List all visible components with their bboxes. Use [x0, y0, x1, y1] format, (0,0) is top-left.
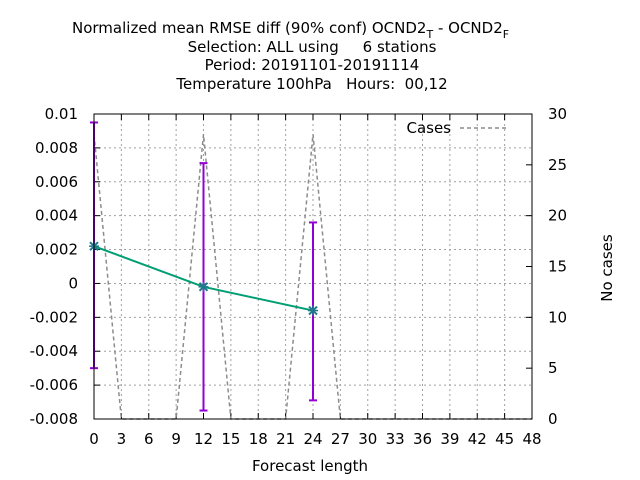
data-point	[198, 281, 209, 292]
y-axis-ticks: 0.01 0.008 0.006 0.004 0.002 0 -0.002 -0.004 -0.…	[30, 105, 100, 428]
x-tick-label: 33	[386, 430, 405, 448]
y-tick-label: 0.002	[35, 241, 78, 259]
y2-tick-label: 0	[548, 410, 558, 428]
x-axis-title: Forecast length	[252, 457, 368, 475]
y2-axis-ticks: 30 25 20 15 10 5 0	[526, 105, 567, 428]
plot-frame	[93, 113, 533, 420]
title-line-3: Period: 20191101-20191114	[205, 56, 420, 74]
x-tick-label: 0	[89, 430, 99, 448]
y-tick-label: 0.01	[45, 105, 78, 123]
title-line-1: Normalized mean RMSE diff (90% conf) OCN…	[72, 19, 509, 41]
y2-tick-label: 30	[548, 105, 567, 123]
error-bars	[90, 121, 317, 412]
y-tick-label: 0.004	[35, 207, 78, 225]
y-tick-label: 0.006	[35, 173, 78, 191]
y2-tick-label: 15	[548, 258, 567, 276]
y-tick-label: 0	[68, 274, 78, 292]
x-tick-label: 3	[117, 430, 127, 448]
y-tick-label: 0.008	[35, 139, 78, 157]
y-tick-label: -0.004	[30, 342, 78, 360]
title-line-2: Selection: ALL using 6 stations	[188, 38, 437, 56]
title-line-4: Temperature 100hPa Hours: 00,12	[175, 75, 447, 93]
x-tick-label: 15	[221, 430, 240, 448]
x-tick-label: 45	[495, 430, 514, 448]
x-tick-label: 36	[413, 430, 432, 448]
x-tick-label: 39	[440, 430, 459, 448]
data-point	[308, 305, 318, 316]
x-tick-label: 21	[276, 430, 295, 448]
x-tick-label: 42	[468, 430, 487, 448]
legend-label: Cases	[406, 119, 451, 137]
x-tick-label: 27	[331, 430, 350, 448]
y2-tick-label: 10	[548, 308, 567, 326]
y-tick-label: -0.002	[30, 308, 78, 326]
x-axis-ticks: 0 3 6 9 12 15 18 21 24 27 30 33 36 39 42 45 48	[89, 114, 542, 448]
x-tick-label: 12	[194, 430, 213, 448]
chart-title: Normalized mean RMSE diff (90% conf) OCN…	[72, 19, 509, 93]
x-tick-label: 18	[249, 430, 268, 448]
y-tick-label: -0.008	[30, 410, 78, 428]
x-tick-label: 48	[522, 430, 541, 448]
y2-axis-title: No cases	[598, 234, 616, 302]
legend: Cases	[406, 119, 506, 137]
y2-tick-label: 25	[548, 156, 567, 174]
y-tick-label: -0.006	[30, 376, 78, 394]
y2-tick-label: 20	[548, 207, 567, 225]
x-tick-label: 24	[303, 430, 322, 448]
x-tick-label: 30	[358, 430, 377, 448]
x-tick-label: 6	[144, 430, 154, 448]
y2-tick-label: 5	[548, 359, 558, 377]
x-tick-label: 9	[171, 430, 181, 448]
